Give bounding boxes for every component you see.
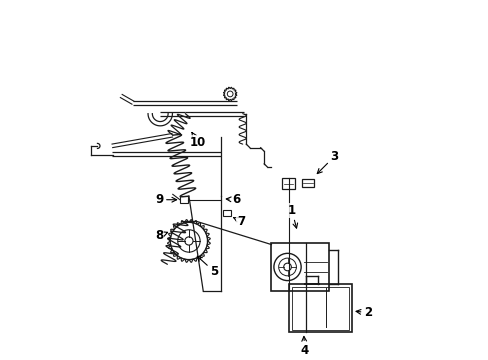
Text: 8: 8 — [155, 229, 167, 242]
Text: 7: 7 — [233, 215, 244, 228]
Text: 1: 1 — [287, 204, 297, 228]
Text: 9: 9 — [155, 193, 176, 206]
Text: 5: 5 — [197, 256, 218, 278]
Text: 2: 2 — [355, 306, 371, 319]
Text: 10: 10 — [189, 132, 205, 149]
Text: 3: 3 — [317, 150, 338, 174]
Text: 4: 4 — [300, 337, 308, 357]
Text: 6: 6 — [226, 193, 240, 206]
